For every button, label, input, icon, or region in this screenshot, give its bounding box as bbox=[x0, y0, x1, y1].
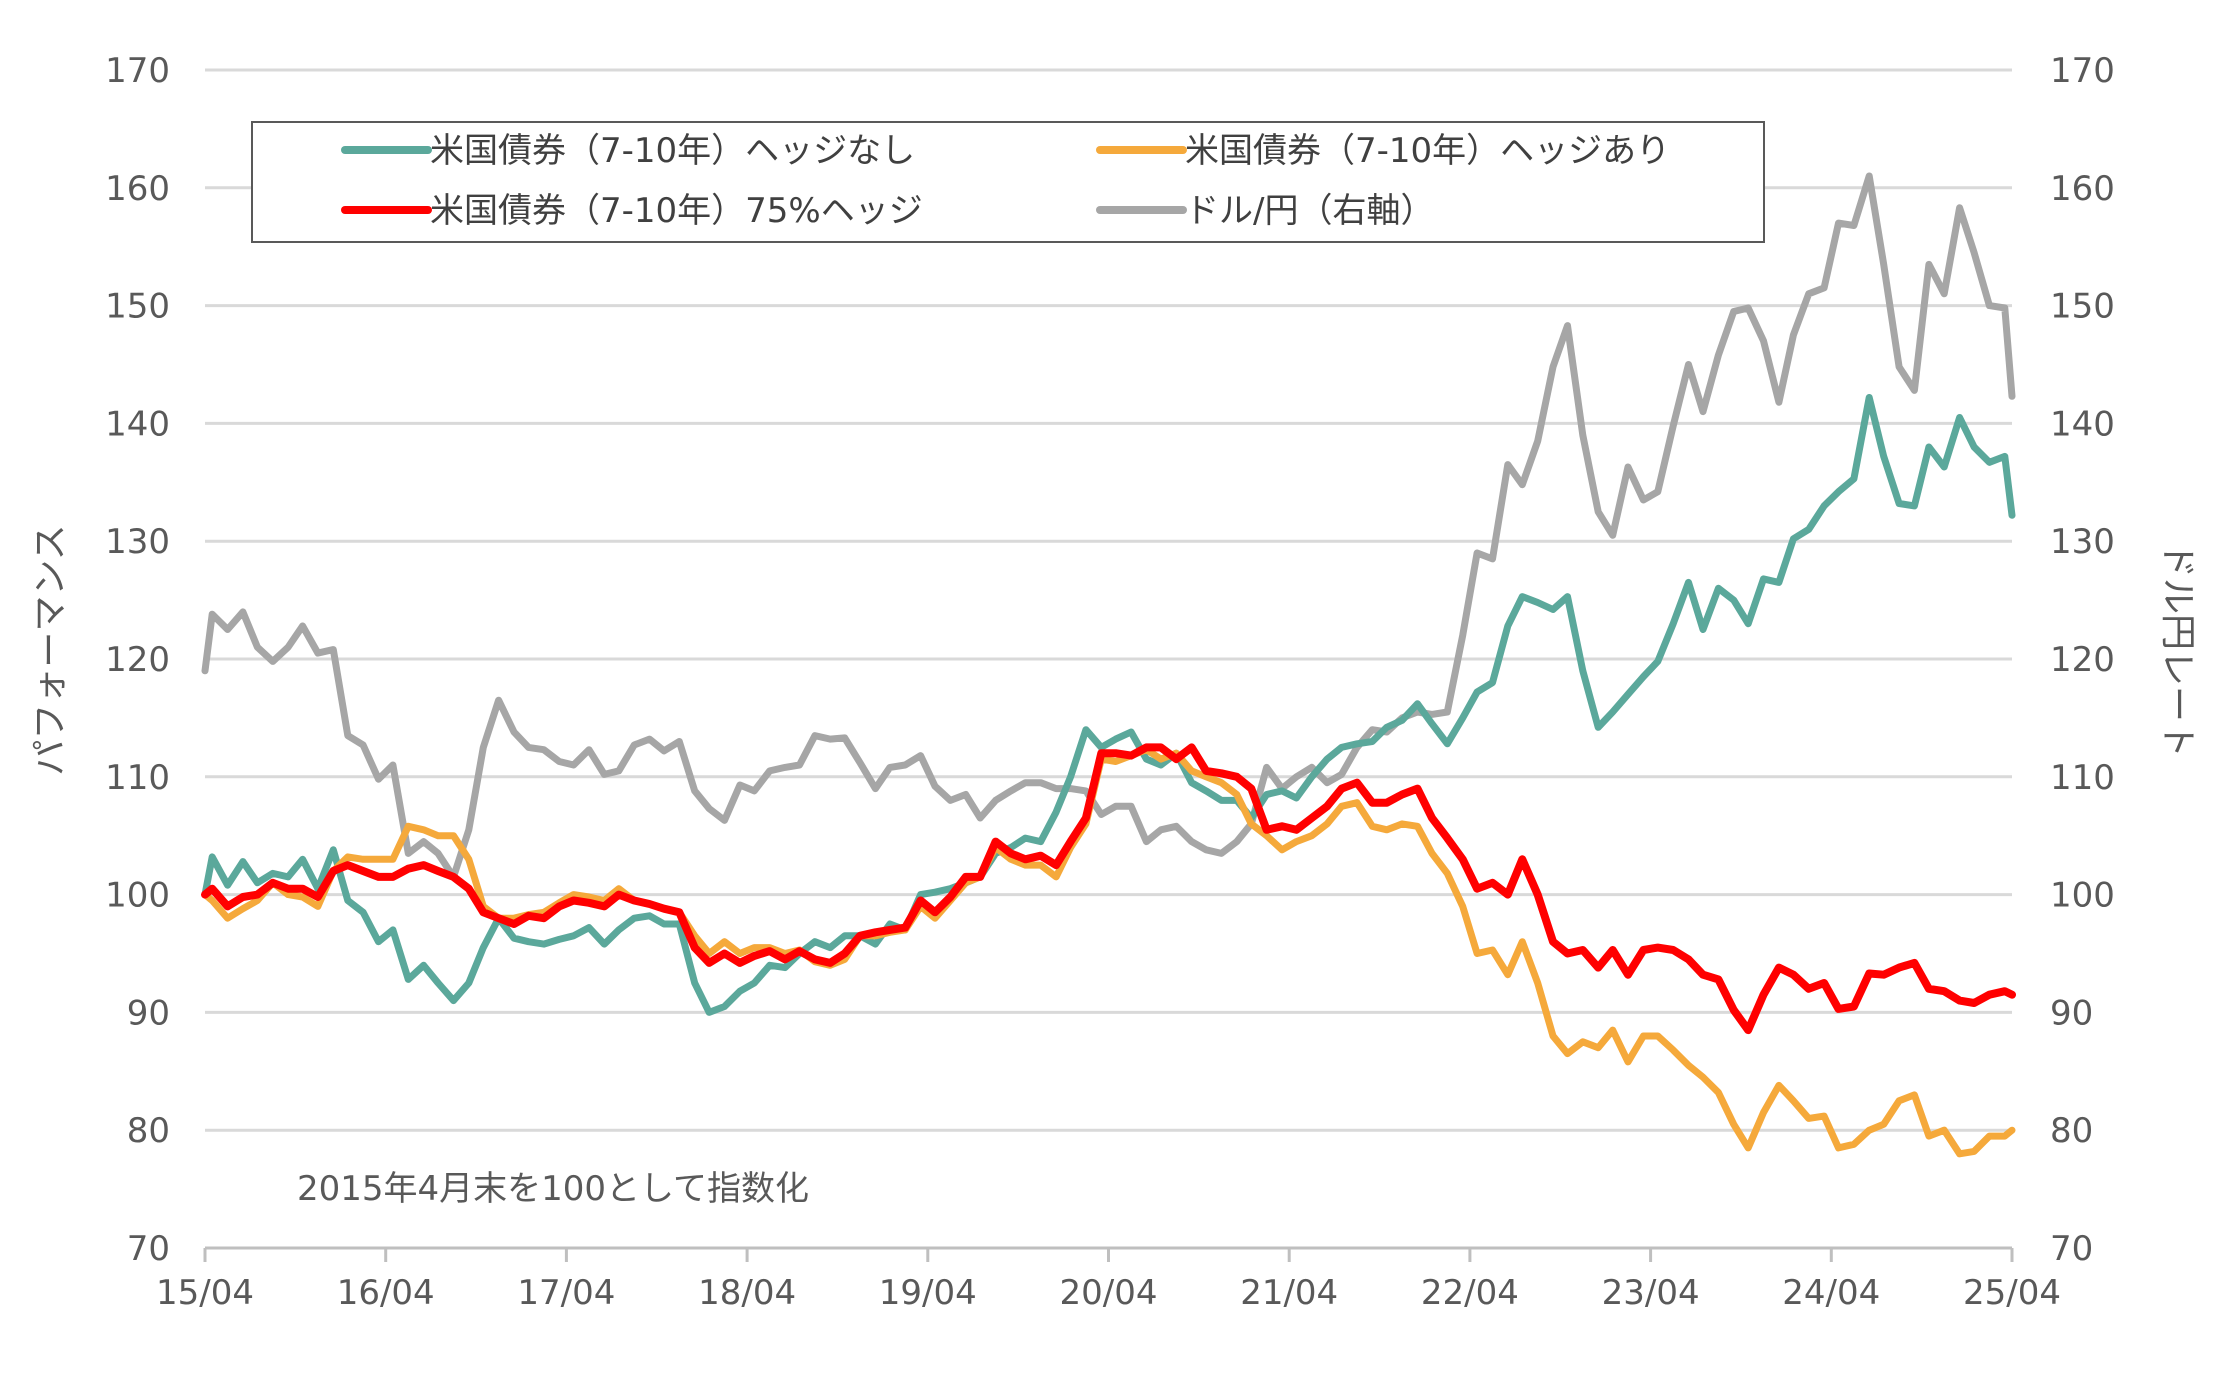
series-line-usdjpy bbox=[201, 172, 2016, 881]
y-axis-left-ticks: 70 80 90 100 110 120 130 140 150 160 170 bbox=[105, 51, 170, 1269]
y-left-tick-label: 110 bbox=[105, 758, 170, 798]
y-right-tick-label: 150 bbox=[2050, 287, 2115, 327]
x-tick-label: 25/04 bbox=[1963, 1273, 2061, 1313]
series-lines bbox=[201, 172, 2016, 1158]
x-tick-label: 22/04 bbox=[1421, 1273, 1519, 1313]
legend-label-hedged: 米国債券（7-10年）ヘッジあり bbox=[1185, 131, 1670, 171]
legend-entry-unhedged: 米国債券（7-10年）ヘッジなし bbox=[341, 131, 915, 171]
y-right-tick-label: 130 bbox=[2050, 522, 2115, 562]
y-right-tick-label: 170 bbox=[2050, 51, 2115, 91]
series-line-hedge75 bbox=[201, 743, 2016, 1035]
x-tick-label: 15/04 bbox=[156, 1273, 254, 1313]
x-tick-label: 19/04 bbox=[879, 1273, 977, 1313]
y-left-tick-label: 100 bbox=[105, 876, 170, 916]
y-right-tick-label: 80 bbox=[2050, 1111, 2093, 1151]
x-tick-label: 20/04 bbox=[1060, 1273, 1158, 1313]
series-line-unhedged bbox=[201, 394, 2016, 1016]
x-tick-label: 18/04 bbox=[698, 1273, 796, 1313]
x-tick-label: 24/04 bbox=[1782, 1273, 1880, 1313]
y-left-tick-label: 160 bbox=[105, 169, 170, 209]
index-note: 2015年4月末を100として指数化 bbox=[297, 1169, 809, 1209]
y-right-tick-label: 70 bbox=[2050, 1229, 2093, 1269]
y-right-tick-label: 100 bbox=[2050, 876, 2115, 916]
legend-label-75-hedge: 米国債券（7-10年）75%ヘッジ bbox=[430, 191, 923, 231]
x-tick-label: 23/04 bbox=[1602, 1273, 1700, 1313]
y-axis-left-title: パフォーマンス bbox=[30, 524, 71, 775]
y-axis-right-title: ドル円レート bbox=[2157, 542, 2198, 758]
y-left-tick-label: 70 bbox=[127, 1229, 170, 1269]
y-axis-right-ticks: 70 80 90 100 110 120 130 140 150 160 170 bbox=[2050, 51, 2115, 1269]
legend-entry-75-hedge: 米国債券（7-10年）75%ヘッジ bbox=[341, 191, 923, 231]
y-right-tick-label: 160 bbox=[2050, 169, 2115, 209]
legend-box bbox=[251, 121, 1765, 243]
y-right-tick-label: 140 bbox=[2050, 404, 2115, 444]
legend-entry-usdjpy: ドル/円（右軸） bbox=[1096, 191, 1434, 231]
x-tick-label: 16/04 bbox=[337, 1273, 435, 1313]
legend-entry-hedged: 米国債券（7-10年）ヘッジあり bbox=[1096, 131, 1670, 171]
y-left-tick-label: 80 bbox=[127, 1111, 170, 1151]
y-left-tick-label: 90 bbox=[127, 993, 170, 1033]
y-left-tick-label: 170 bbox=[105, 51, 170, 91]
legend-label-usdjpy: ドル/円（右軸） bbox=[1185, 191, 1434, 231]
x-tick-label: 17/04 bbox=[517, 1273, 615, 1313]
y-right-tick-label: 110 bbox=[2050, 758, 2115, 798]
y-left-tick-label: 130 bbox=[105, 522, 170, 562]
y-left-tick-label: 150 bbox=[105, 287, 170, 327]
y-right-tick-label: 120 bbox=[2050, 640, 2115, 680]
legend-label-unhedged: 米国債券（7-10年）ヘッジなし bbox=[430, 131, 915, 171]
y-left-tick-label: 140 bbox=[105, 404, 170, 444]
y-right-tick-label: 90 bbox=[2050, 993, 2093, 1033]
y-left-tick-label: 120 bbox=[105, 640, 170, 680]
legend: 米国債券（7-10年）ヘッジなし 米国債券（7-10年）ヘッジあり 米国債券（7… bbox=[251, 121, 1765, 243]
x-axis-ticks: 15/04 16/04 17/04 18/04 19/04 20/04 21/04 22/04… bbox=[156, 1248, 2061, 1313]
x-tick-label: 21/04 bbox=[1240, 1273, 1338, 1313]
